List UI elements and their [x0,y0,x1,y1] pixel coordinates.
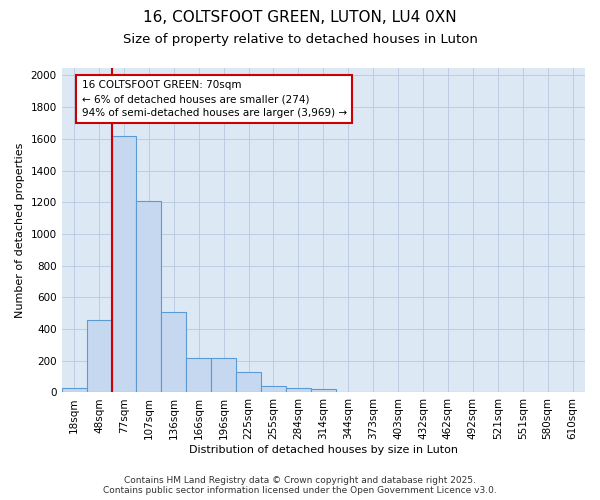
Bar [311,390,336,392]
Bar [161,312,186,392]
Bar [112,136,136,392]
Bar [261,386,286,392]
Text: 16 COLTSFOOT GREEN: 70sqm
← 6% of detached houses are smaller (274)
94% of semi-: 16 COLTSFOOT GREEN: 70sqm ← 6% of detach… [82,80,347,118]
X-axis label: Distribution of detached houses by size in Luton: Distribution of detached houses by size … [189,445,458,455]
Bar [62,388,86,392]
Bar [211,358,236,392]
Bar [186,358,211,392]
Text: Contains HM Land Registry data © Crown copyright and database right 2025.
Contai: Contains HM Land Registry data © Crown c… [103,476,497,495]
Text: 16, COLTSFOOT GREEN, LUTON, LU4 0XN: 16, COLTSFOOT GREEN, LUTON, LU4 0XN [143,10,457,25]
Y-axis label: Number of detached properties: Number of detached properties [15,142,25,318]
Bar [236,372,261,392]
Bar [86,320,112,392]
Text: Size of property relative to detached houses in Luton: Size of property relative to detached ho… [122,32,478,46]
Bar [136,200,161,392]
Bar [286,388,311,392]
